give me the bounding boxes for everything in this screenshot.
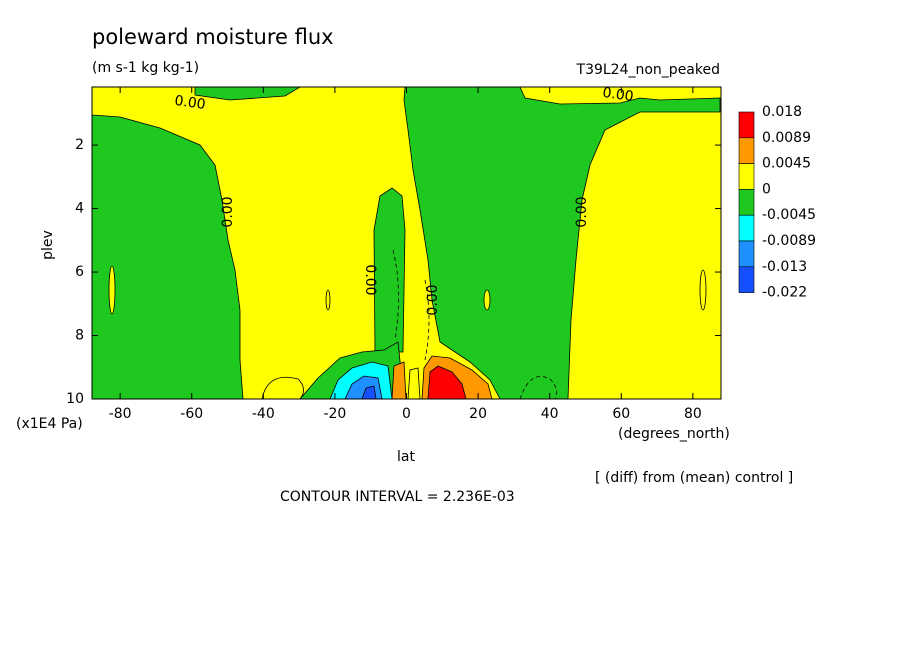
- colorbar-swatch: [738, 240, 755, 268]
- colorbar-label: 0.0089: [762, 130, 811, 146]
- contour-label: 0.00: [220, 196, 236, 227]
- contour-label: 0.00: [425, 284, 441, 315]
- colorbar-label: -0.013: [762, 259, 807, 275]
- contour-label: 0.00: [601, 85, 634, 105]
- x-tick-label: 60: [612, 406, 630, 422]
- colorbar-swatch: [738, 137, 755, 164]
- contour-label: 0.00: [574, 196, 590, 227]
- colorbar-label: 0: [762, 181, 771, 197]
- contour-region: [373, 187, 406, 353]
- contour-region: [92, 114, 244, 399]
- contour-field: 0.00 0.00 0.00 0.00 0.00 0.00: [92, 85, 721, 399]
- contour-region: [194, 87, 301, 101]
- y-axis-units: (x1E4 Pa): [16, 416, 83, 432]
- chart-subtitle: (m s-1 kg kg-1): [92, 60, 199, 76]
- contour-region: [108, 265, 116, 315]
- colorbar-swatch: [738, 214, 755, 242]
- x-tick-label: 0: [402, 406, 411, 422]
- colorbar-swatch: [738, 189, 755, 216]
- colorbar-label: -0.0089: [762, 233, 816, 249]
- x-tick-label: -60: [180, 406, 203, 422]
- colorbar-label: 0.0045: [762, 156, 811, 172]
- colorbar-swatch: [738, 111, 755, 139]
- x-tick-label: -80: [109, 406, 132, 422]
- y-tick-label: 2: [75, 137, 84, 153]
- contour-region: [483, 289, 491, 311]
- contour-region: [403, 87, 721, 399]
- y-tick-label: 10: [66, 391, 84, 407]
- y-tick-label: 4: [75, 201, 84, 217]
- x-tick-label: 20: [469, 406, 487, 422]
- annotation: [ (diff) from (mean) control ]: [595, 470, 793, 486]
- contour-region: [325, 289, 331, 311]
- annotation: CONTOUR INTERVAL = 2.236E-03: [280, 489, 515, 505]
- x-tick-label: 80: [684, 406, 702, 422]
- chart-title: poleward moisture flux: [92, 25, 334, 49]
- colorbar-label: 0.018: [762, 104, 802, 120]
- contour-region: [391, 361, 407, 399]
- y-tick-label: 6: [75, 264, 84, 280]
- x-tick-label: -20: [323, 406, 346, 422]
- contour-label: 0.00: [362, 264, 378, 295]
- contour-region: [361, 385, 377, 399]
- colorbar-label: -0.022: [762, 285, 807, 301]
- x-axis-units: (degrees_north): [618, 426, 730, 442]
- y-tick-label: 8: [75, 328, 84, 344]
- colorbar-label: -0.0045: [762, 207, 816, 223]
- contour-region: [427, 365, 467, 399]
- x-tick-label: 40: [541, 406, 559, 422]
- colorbar-swatch: [738, 266, 755, 293]
- x-tick-label: -40: [252, 406, 275, 422]
- contour-label: 0.00: [173, 93, 206, 113]
- y-axis-label: plev: [40, 230, 56, 260]
- x-axis-label: lat: [397, 449, 415, 465]
- colorbar-swatch: [738, 163, 755, 190]
- contour-region: [407, 367, 421, 399]
- dataset-label: T39L24_non_peaked: [576, 62, 720, 78]
- contour-region: [699, 269, 707, 311]
